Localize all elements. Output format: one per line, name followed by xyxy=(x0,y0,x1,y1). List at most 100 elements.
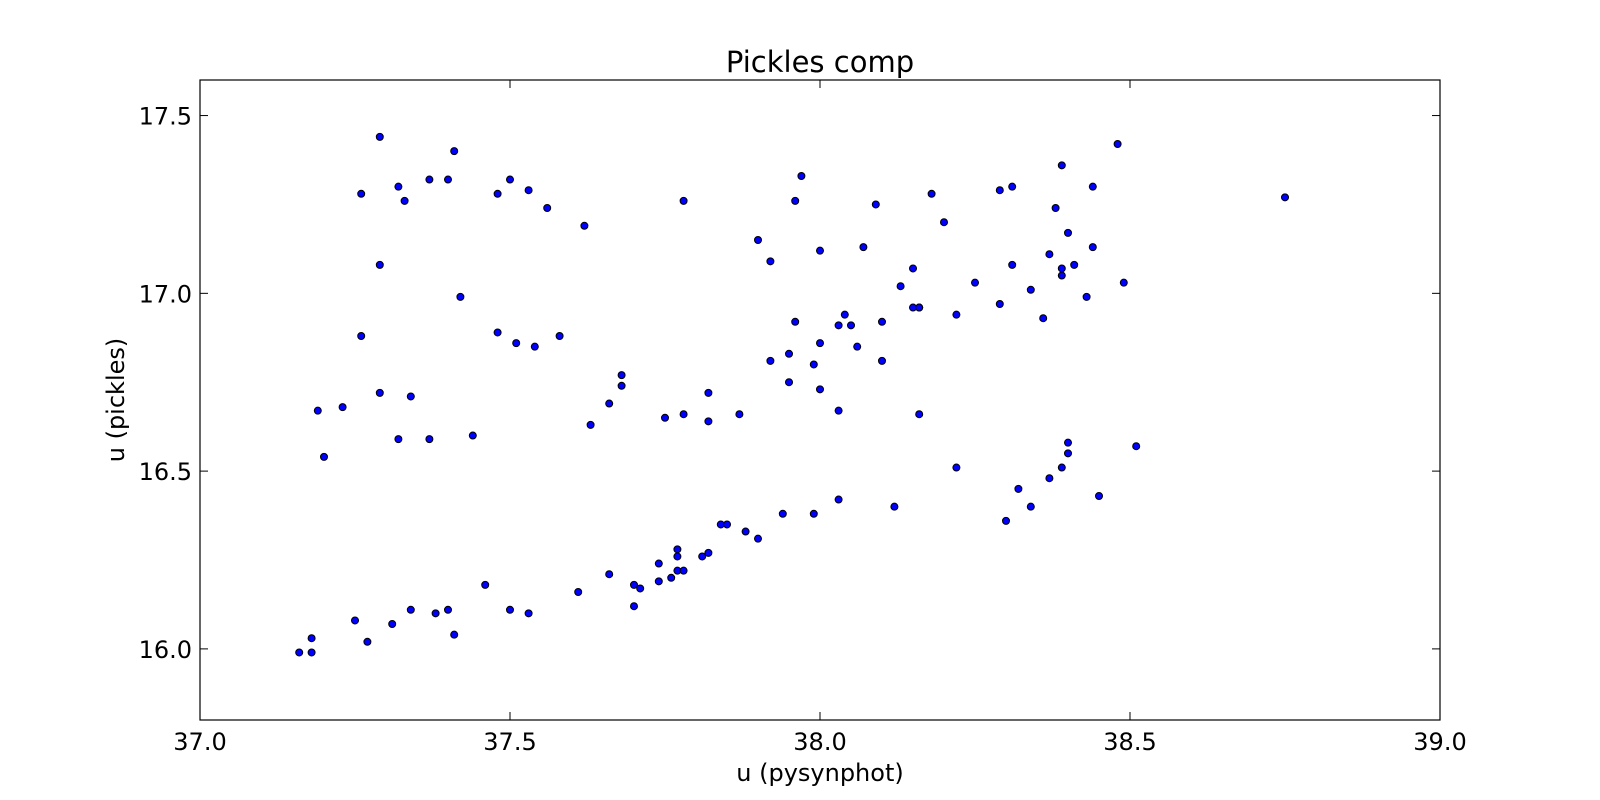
scatter-point xyxy=(890,502,899,511)
scatter-point xyxy=(630,580,638,589)
scatter-point xyxy=(512,339,521,348)
scatter-point xyxy=(766,356,775,365)
scatter-point xyxy=(338,403,347,412)
scatter-point xyxy=(493,189,502,198)
scatter-point xyxy=(766,257,775,266)
scatter-point xyxy=(754,236,762,244)
scatter-point xyxy=(673,545,682,554)
scatter-point xyxy=(431,609,440,618)
scatter-point xyxy=(351,616,359,625)
scatter-point xyxy=(1132,442,1141,451)
scatter-point xyxy=(375,132,384,141)
scatter-point xyxy=(506,605,514,614)
scatter-point xyxy=(679,196,688,205)
scatter-point xyxy=(406,392,415,401)
x-tick-label: 38.5 xyxy=(1103,728,1156,756)
scatter-point xyxy=(809,360,818,369)
scatter-point xyxy=(853,342,862,351)
scatter-point xyxy=(1008,182,1017,191)
scatter-point xyxy=(506,175,514,184)
scatter-point xyxy=(1088,243,1097,252)
scatter-point xyxy=(940,218,948,227)
scatter-point xyxy=(320,452,328,461)
scatter-point xyxy=(673,552,682,561)
scatter-point xyxy=(530,342,539,351)
scatter-point xyxy=(1051,204,1060,212)
scatter-point xyxy=(654,559,663,568)
scatter-point xyxy=(444,605,452,614)
scatter-point xyxy=(468,431,477,440)
scatter-point xyxy=(456,292,465,301)
scatter-point xyxy=(307,648,316,657)
scatter-point xyxy=(654,577,663,586)
scatter-point xyxy=(617,371,626,380)
scatter-point xyxy=(388,620,397,628)
scatter-point xyxy=(834,495,843,504)
scatter-point xyxy=(1095,492,1103,500)
scatter-point xyxy=(605,570,614,579)
scatter-point xyxy=(995,186,1004,195)
scatter-point xyxy=(704,548,713,557)
x-axis-title: u (pysynphot) xyxy=(736,759,903,787)
scatter-point xyxy=(617,381,626,390)
scatter-point xyxy=(778,509,787,518)
scatter-point xyxy=(797,172,806,180)
scatter-point xyxy=(735,410,744,419)
scatter-point xyxy=(307,634,316,643)
y-axis-title: u (pickles) xyxy=(102,338,130,463)
scatter-point xyxy=(450,630,459,639)
scatter-point xyxy=(679,566,688,575)
scatter-point xyxy=(375,260,384,269)
scatter-point xyxy=(1088,182,1097,191)
scatter-point xyxy=(555,332,564,340)
scatter-point xyxy=(704,388,713,397)
scatter-point xyxy=(394,182,403,191)
scatter-point xyxy=(636,584,645,593)
scatter-point xyxy=(871,200,880,209)
scatter-point xyxy=(1064,438,1072,447)
scatter-point xyxy=(878,317,886,326)
scatter-point xyxy=(816,385,824,394)
scatter-point xyxy=(630,602,638,611)
scatter-point xyxy=(834,321,843,330)
scatter-point xyxy=(1002,516,1010,525)
scatter-point xyxy=(809,509,818,518)
scatter-point xyxy=(357,332,366,340)
scatter-point xyxy=(1039,314,1048,323)
scatter-point xyxy=(1119,278,1128,287)
x-tick-label: 37.0 xyxy=(173,728,226,756)
scatter-point xyxy=(1057,271,1066,280)
scatter-point xyxy=(406,605,415,614)
scatter-point xyxy=(741,527,750,536)
scatter-point xyxy=(1113,140,1122,148)
scatter-point xyxy=(400,196,409,205)
scatter-point xyxy=(1064,228,1072,237)
scatter-point xyxy=(1057,463,1066,472)
y-tick-label: 16.0 xyxy=(139,636,192,664)
scatter-point xyxy=(1064,449,1072,458)
scatter-point xyxy=(927,189,936,198)
scatter-point xyxy=(1082,292,1091,301)
scatter-point xyxy=(375,388,384,397)
scatter-point xyxy=(915,303,924,312)
x-axis: 37.0 37.5 38.0 38.5 39.0 xyxy=(173,80,1467,756)
scatter-point xyxy=(896,282,905,291)
scatter-point xyxy=(834,406,843,415)
plot-area xyxy=(200,80,1440,720)
scatter-point xyxy=(1014,484,1023,493)
scatter-point xyxy=(1281,193,1289,202)
scatter-point xyxy=(357,189,366,198)
scatter-point xyxy=(425,435,434,444)
scatter-point xyxy=(816,339,824,348)
scatter-point xyxy=(971,278,979,287)
scatter-point xyxy=(791,317,800,326)
scatter-point xyxy=(586,420,595,429)
scatter-point xyxy=(481,580,490,589)
x-tick-label: 38.0 xyxy=(793,728,846,756)
chart-title: Pickles comp xyxy=(726,45,914,79)
scatter-point xyxy=(543,204,552,212)
scatter-point xyxy=(847,321,855,330)
scatter-point xyxy=(524,609,533,618)
scatter-point xyxy=(605,399,614,408)
